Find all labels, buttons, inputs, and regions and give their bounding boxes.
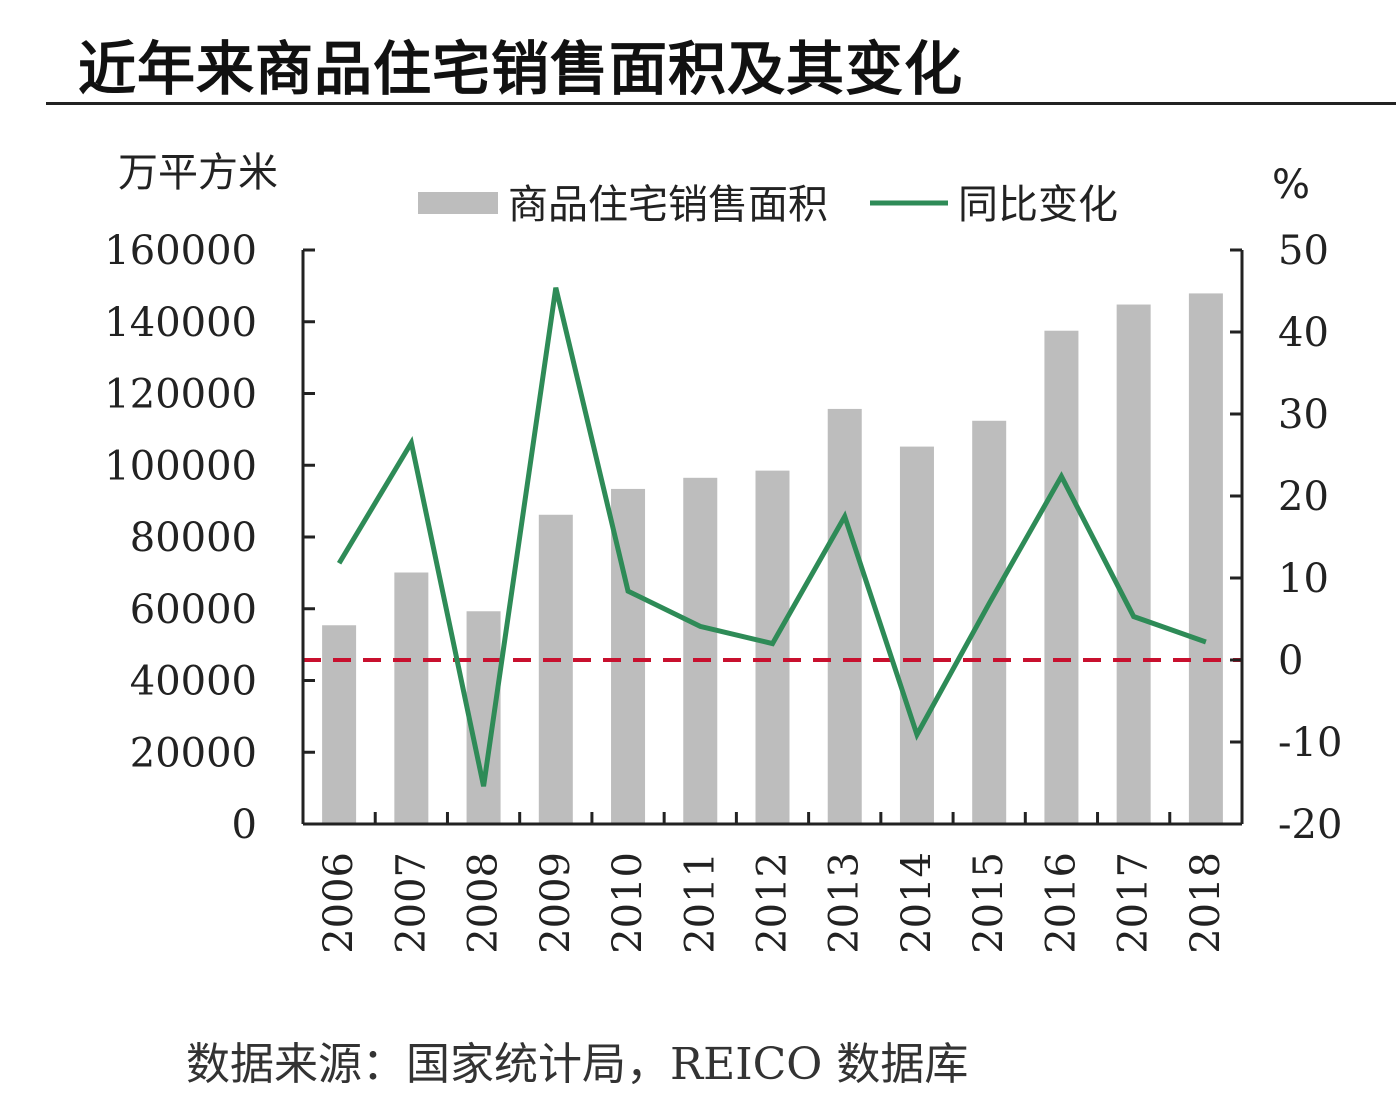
bar-2006 <box>322 625 357 824</box>
left-tick-label-140000: 140000 <box>104 300 257 346</box>
bar-2014 <box>899 446 934 824</box>
x-tick-label-2006: 2006 <box>316 852 362 954</box>
title-divider <box>46 102 1396 105</box>
bar-2013 <box>827 408 862 824</box>
x-tick-label-2017: 2017 <box>1111 852 1157 954</box>
left-tick-label-160000: 160000 <box>104 228 257 274</box>
x-tick-label-2008: 2008 <box>461 852 507 954</box>
x-tick-label-2009: 2009 <box>533 852 579 954</box>
legend-label-line: 同比变化 <box>958 182 1118 228</box>
left-tick-label-40000: 40000 <box>130 659 257 705</box>
x-tick-label-2012: 2012 <box>750 852 796 954</box>
right-tick-label-30: 30 <box>1278 392 1329 438</box>
x-tick-label-2018: 2018 <box>1183 852 1229 954</box>
x-tick-label-2007: 2007 <box>388 852 434 954</box>
bar-2011 <box>683 477 718 824</box>
left-axis-label: 万平方米 <box>118 150 278 196</box>
x-tick-label-2011: 2011 <box>677 852 723 954</box>
right-tick-label--10: -10 <box>1278 720 1342 766</box>
bar-2016 <box>1044 330 1079 824</box>
x-tick-label-2013: 2013 <box>822 852 868 954</box>
right-tick-label--20: -20 <box>1278 802 1342 848</box>
bar-2018 <box>1188 293 1223 824</box>
left-tick-label-80000: 80000 <box>130 515 257 561</box>
left-tick-label-60000: 60000 <box>130 587 257 633</box>
bar-2012 <box>755 470 790 824</box>
x-tick-label-2016: 2016 <box>1038 852 1084 954</box>
legend-label-bar: 商品住宅销售面积 <box>508 182 828 228</box>
right-tick-label-50: 50 <box>1278 228 1329 274</box>
legend-swatch-bar <box>418 192 498 214</box>
left-tick-label-0: 0 <box>232 802 257 848</box>
x-tick-label-2014: 2014 <box>894 852 940 954</box>
page-title: 近年来商品住宅销售面积及其变化 <box>78 35 964 103</box>
left-tick-label-120000: 120000 <box>104 372 257 418</box>
left-tick-label-20000: 20000 <box>130 730 257 776</box>
bar-2009 <box>538 514 573 824</box>
bar-2017 <box>1116 304 1151 824</box>
source-note: 数据来源：国家统计局，REICO 数据库 <box>186 1039 969 1090</box>
right-tick-label-40: 40 <box>1278 310 1329 356</box>
chart: 0 20000 40000 60000 80000 100000 120000 140000 1… <box>104 150 1342 954</box>
x-tick-label-2010: 2010 <box>605 852 651 954</box>
right-tick-label-0: 0 <box>1278 638 1303 684</box>
x-tick-label-2015: 2015 <box>966 852 1012 954</box>
bar-2007 <box>394 572 429 824</box>
right-tick-label-20: 20 <box>1278 474 1329 520</box>
right-axis-label: % <box>1272 162 1310 208</box>
left-tick-label-100000: 100000 <box>104 443 257 489</box>
right-tick-label-10: 10 <box>1278 556 1329 602</box>
